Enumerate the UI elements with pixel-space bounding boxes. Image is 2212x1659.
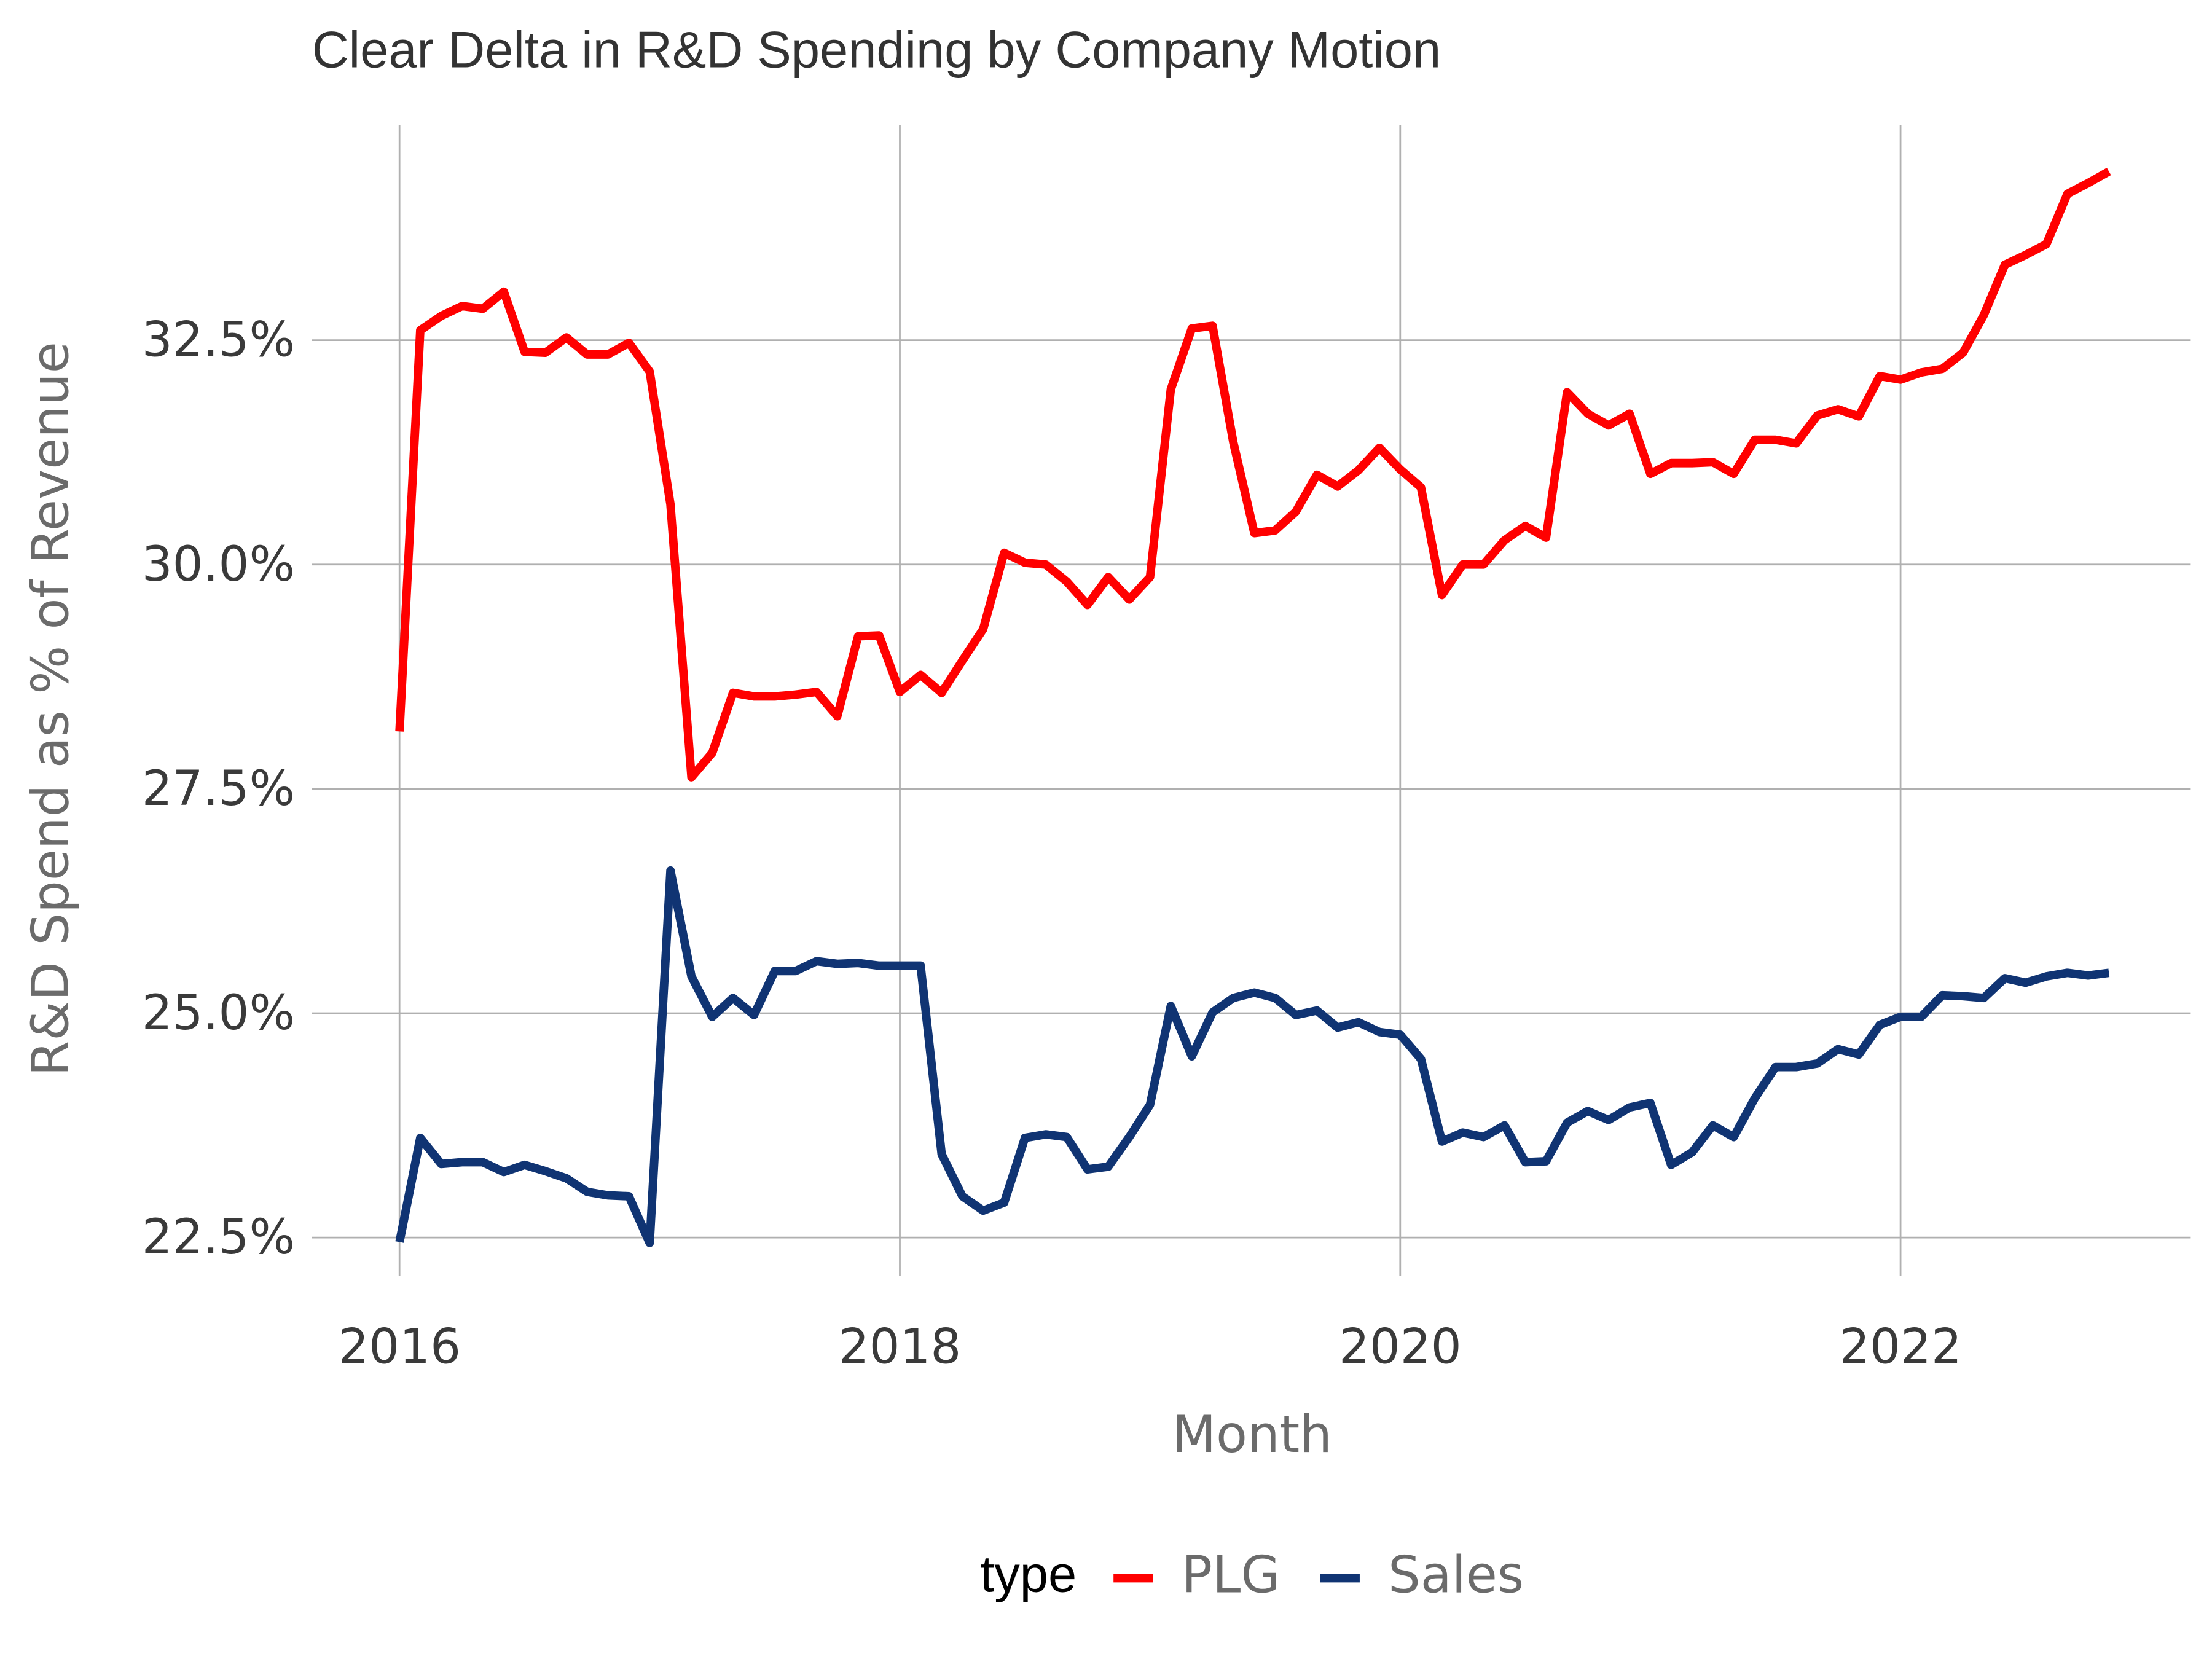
y-tick-label: 22.5% — [142, 1209, 295, 1265]
y-tick-label: 25.0% — [142, 984, 295, 1041]
legend-title: type — [980, 1545, 1077, 1602]
chart-title: Clear Delta in R&D Spending by Company M… — [312, 22, 1441, 79]
legend: type PLG Sales — [980, 1545, 1524, 1604]
line-series — [395, 167, 2111, 782]
y-axis-title: R&D Spend as % of Revenue — [21, 342, 80, 1076]
grid — [312, 125, 2191, 1276]
x-tick-label: 2020 — [1339, 1318, 1462, 1375]
x-tick-label: 2018 — [839, 1318, 962, 1375]
y-tick-label: 32.5% — [142, 312, 295, 368]
x-axis-title: Month — [1172, 1405, 1332, 1464]
y-tick-label: 27.5% — [142, 760, 295, 817]
line-series — [395, 866, 2110, 1247]
legend-label: PLG — [1182, 1545, 1281, 1604]
x-tick-label: 2022 — [1839, 1318, 1962, 1375]
legend-label: Sales — [1388, 1545, 1524, 1604]
x-tick-label: 2016 — [338, 1318, 461, 1375]
y-tick-label: 30.0% — [142, 536, 295, 592]
